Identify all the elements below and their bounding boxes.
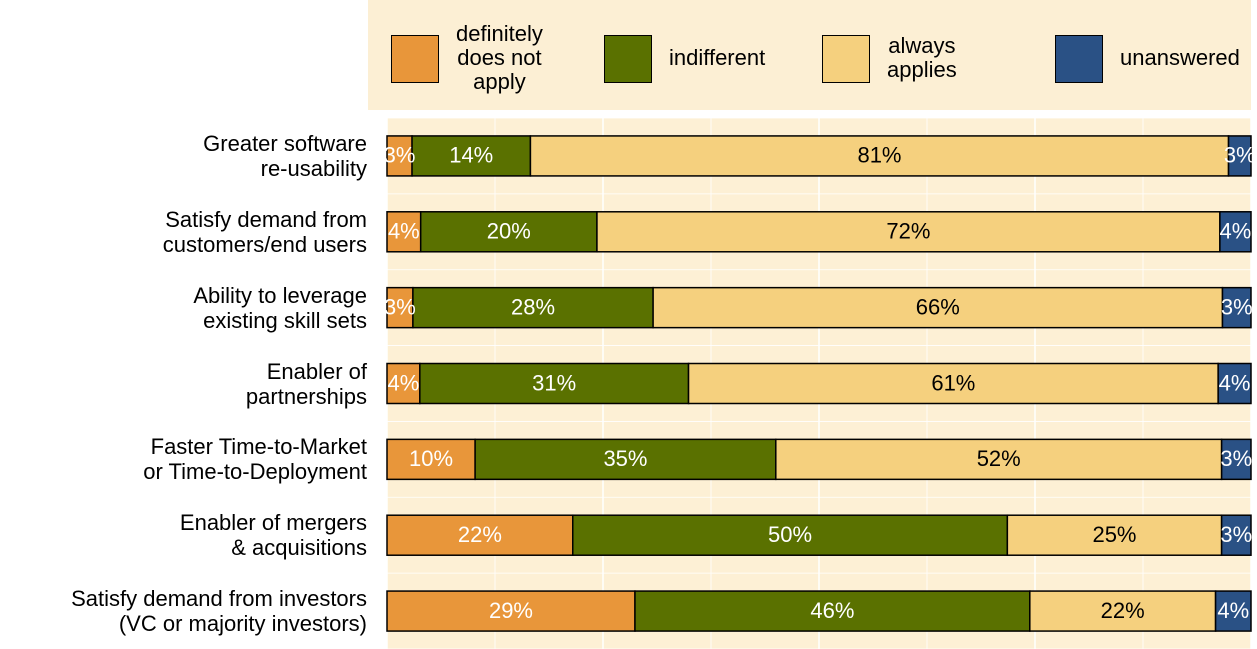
value-label: 4% <box>1219 370 1251 395</box>
legend-label: unanswered <box>1120 45 1240 70</box>
legend-label: definitely does not apply <box>456 21 543 94</box>
value-label: 4% <box>388 370 420 395</box>
value-label: 25% <box>1092 522 1136 547</box>
bar-segment <box>386 590 636 632</box>
value-label: 3% <box>384 143 416 168</box>
value-label: 3% <box>1221 294 1253 319</box>
category-label: Satisfy demand from investors (VC or maj… <box>71 586 367 637</box>
bar-segment <box>529 135 1230 177</box>
value-label: 50% <box>768 522 812 547</box>
category-label: Enabler of mergers & acquisitions <box>179 510 367 561</box>
bar-segment <box>1227 135 1252 177</box>
value-label: 22% <box>1101 598 1145 623</box>
bar-segment <box>386 514 574 556</box>
value-label: 3% <box>384 294 416 319</box>
value-label: 61% <box>931 370 975 395</box>
bar-segment <box>687 362 1219 405</box>
bar-segment <box>1006 514 1223 556</box>
bar-segment <box>386 135 413 177</box>
bar-segment <box>1217 362 1252 405</box>
legend-label: indifferent <box>669 45 766 70</box>
bar-segment <box>1219 211 1252 253</box>
category-label: Enabler of partnerships <box>245 358 367 409</box>
bar-segment <box>652 286 1224 329</box>
bar-segment <box>474 438 777 481</box>
value-label: 4% <box>388 219 420 244</box>
bar-segment <box>1220 438 1252 481</box>
bar-segment <box>1221 286 1252 329</box>
bar-segment <box>386 362 421 405</box>
value-label: 3% <box>1220 522 1252 547</box>
legend-swatch <box>1055 35 1103 83</box>
bar-segment <box>386 286 414 329</box>
value-label: 28% <box>511 294 555 319</box>
value-label: 46% <box>810 598 854 623</box>
value-label: 35% <box>603 446 647 471</box>
category-label: Faster Time-to-Market or Time-to-Deploym… <box>143 434 367 485</box>
value-label: 4% <box>1220 219 1252 244</box>
legend-label: always applies <box>887 33 957 82</box>
legend: definitely does not apply indifferent alwa… <box>368 0 1251 110</box>
bar-segment <box>411 135 532 177</box>
legend-swatch <box>391 35 439 83</box>
value-label: 20% <box>487 219 531 244</box>
category-label: Ability to leverage existing skill sets <box>193 282 367 333</box>
value-label: 81% <box>857 143 901 168</box>
bar-segment <box>572 514 1009 556</box>
value-label: 66% <box>916 294 960 319</box>
value-label: 29% <box>489 598 533 623</box>
category-label: Greater software re-usability <box>203 130 367 181</box>
value-label: 22% <box>458 522 502 547</box>
value-label: 72% <box>886 219 930 244</box>
value-label: 3% <box>1220 446 1252 471</box>
value-label: 31% <box>532 370 576 395</box>
legend-swatch <box>604 35 652 83</box>
value-label: 52% <box>977 446 1021 471</box>
legend-swatch <box>822 35 870 83</box>
value-label: 10% <box>409 446 453 471</box>
value-label: 14% <box>449 143 493 168</box>
bar-segment <box>634 590 1031 632</box>
bar-segment <box>1214 590 1252 632</box>
value-label: 3% <box>1224 143 1256 168</box>
bar-segment <box>1220 514 1252 556</box>
bar-segment <box>1029 590 1217 632</box>
category-label: Satisfy demand from customers/end users <box>162 206 367 257</box>
bar-segment <box>419 211 598 253</box>
bar-segment <box>596 211 1221 253</box>
value-label: 4% <box>1217 598 1249 623</box>
